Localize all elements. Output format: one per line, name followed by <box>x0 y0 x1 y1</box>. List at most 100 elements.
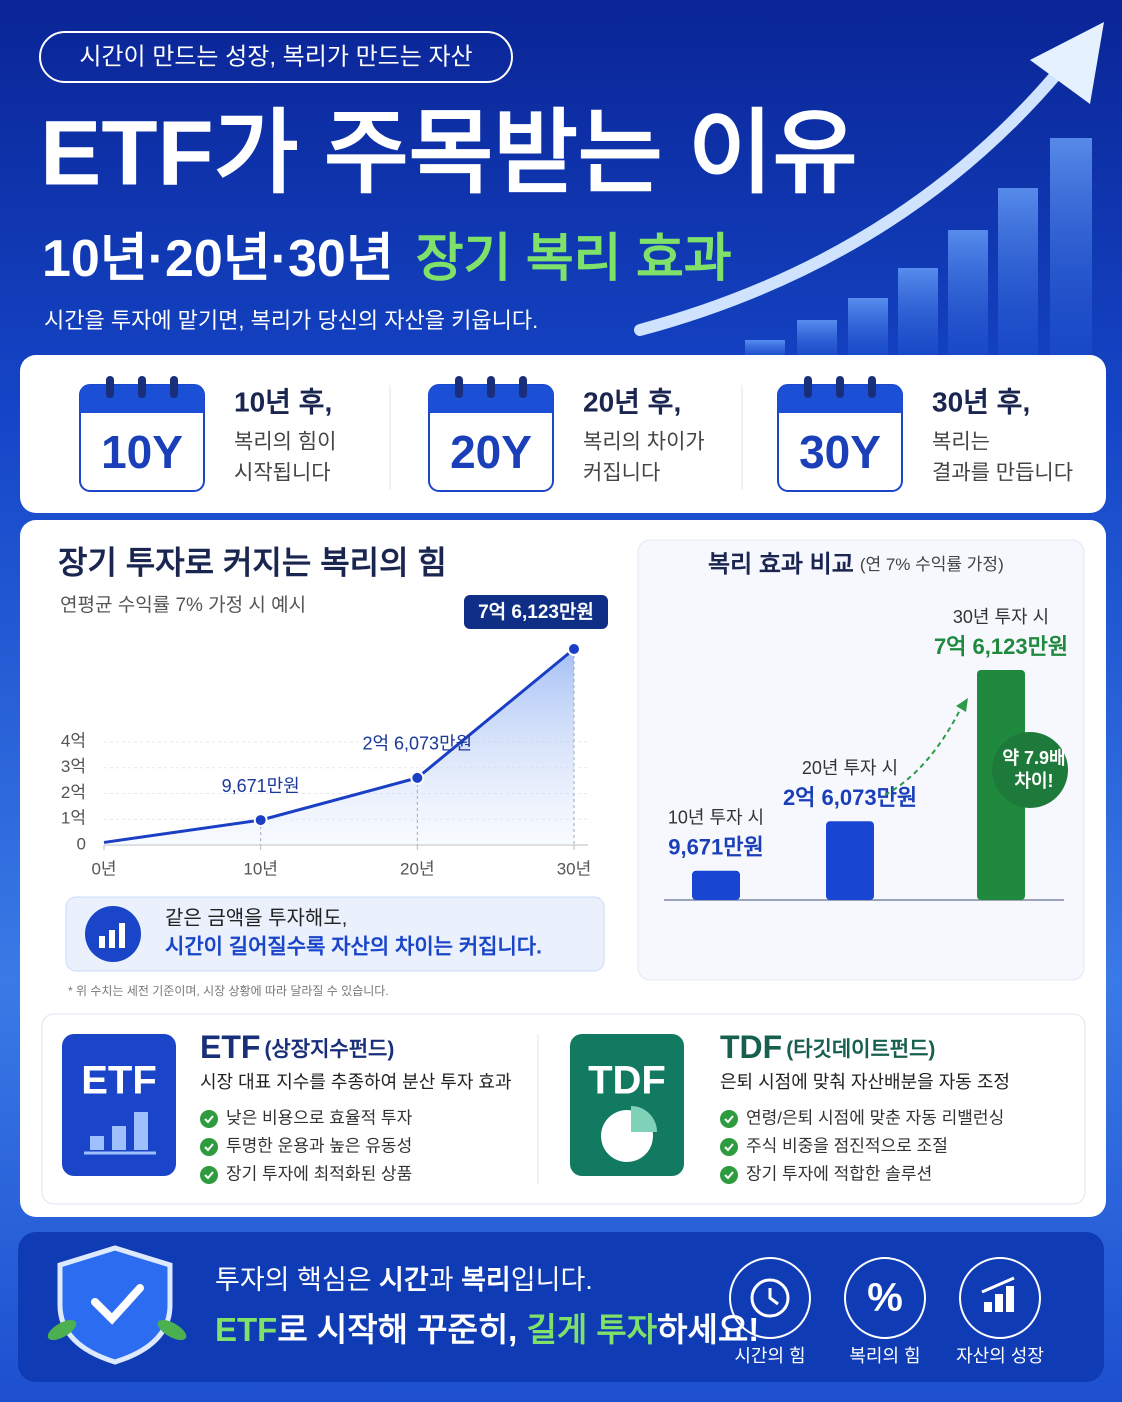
bar <box>826 821 874 900</box>
annotation: 약 7.9배 <box>1002 747 1065 768</box>
icon-bar <box>90 1136 104 1150</box>
compare-panel <box>637 539 1085 981</box>
check-icon <box>720 1166 738 1184</box>
y-tick-label: 1억 <box>61 809 86 828</box>
clock-hands <box>768 1288 779 1306</box>
shield <box>57 1245 173 1365</box>
point <box>253 813 268 828</box>
check-mark <box>204 1115 214 1124</box>
product-description: 시장 대표 지수를 추종하여 분산 투자 효과 <box>200 1072 512 1092</box>
icon-bar <box>134 1112 148 1150</box>
arrow-head <box>1030 22 1104 104</box>
y-tick-label: 2억 <box>61 783 86 802</box>
note-icon-bars <box>99 923 125 948</box>
footer-segment: 투자의 핵심은 <box>215 1265 379 1295</box>
milestone-text: 복리의 차이가 <box>583 431 705 454</box>
chart-title: 장기 투자로 커지는 복리의 힘 <box>58 544 447 580</box>
bar <box>692 870 740 900</box>
trend-arrow <box>884 705 963 796</box>
milestone-text: 커집니다 <box>583 462 660 485</box>
product-name-main: ETF <box>200 1029 260 1065</box>
footer-segment: 시간 <box>379 1265 429 1295</box>
note-line: 같은 금액을 투자해도, <box>165 906 347 929</box>
pillar-icon <box>959 1257 1041 1339</box>
pillar-label: 시간의 힘 <box>734 1346 805 1366</box>
pillar-icon <box>729 1257 811 1339</box>
calendar-label: 20Y <box>450 426 532 478</box>
milestone-title: 20년 후, <box>583 386 681 417</box>
badge <box>39 31 513 83</box>
y-tick-label: 4억 <box>61 731 86 750</box>
pillar-label: 복리의 힘 <box>849 1346 920 1366</box>
shield-check <box>91 1284 144 1325</box>
subtitle-highlight: 장기 복리 효과 <box>416 230 732 288</box>
chart-subtitle: 연평균 수익률 7% 가정 시 예시 <box>60 594 306 616</box>
value-label-box <box>464 594 608 629</box>
value-label: 2억 6,073만원 <box>362 734 472 754</box>
value-label: 7억 6,123만원 <box>478 601 594 623</box>
y-tick-label: 0 <box>77 834 86 853</box>
product-feature: 주식 비중을 점진적으로 조절 <box>746 1136 948 1155</box>
product-icon <box>570 1034 684 1176</box>
footer-segment: 복리 <box>461 1265 511 1295</box>
calendar-ring <box>836 376 844 398</box>
product-feature: 장기 투자에 적합한 솔루션 <box>746 1164 932 1183</box>
decoration <box>745 138 1092 360</box>
product-description: 은퇴 시점에 맞춰 자산배분을 자동 조정 <box>720 1072 1010 1092</box>
check-mark <box>204 1143 214 1152</box>
pillar-icon <box>844 1257 926 1339</box>
bar-category: 30년 투자 시 <box>953 607 1049 627</box>
calendar-ring <box>455 376 463 398</box>
bar-value-label: 7억 6,123만원 <box>934 634 1068 659</box>
footer-segment: 입니다. <box>511 1265 593 1295</box>
check-icon <box>200 1138 218 1156</box>
product-icon-label: ETF <box>81 1059 157 1103</box>
x-tick-label: 0년 <box>91 859 116 878</box>
milestone-title: 10년 후, <box>234 386 332 417</box>
chart-title-main: 복리 효과 비교 <box>708 551 854 578</box>
icon-pie-slice <box>631 1106 657 1132</box>
milestone-title: 30년 후, <box>932 386 1030 417</box>
point <box>410 770 425 785</box>
bar-value-label: 2억 6,073만원 <box>783 785 917 810</box>
main-title: ETF가 주목받는 이유 <box>40 102 857 204</box>
check-mark <box>204 1171 214 1180</box>
product-icon-label: TDF <box>588 1059 666 1103</box>
footer-line: 투자의 핵심은 시간과 복리입니다. <box>215 1265 593 1295</box>
product-feature: 투명한 운용과 높은 유동성 <box>226 1136 412 1155</box>
x-tick-label: 10년 <box>243 859 278 878</box>
check-mark <box>724 1143 734 1152</box>
chart-title: 복리 효과 비교 (연 7% 수익률 가정) <box>708 551 1004 578</box>
check-icon <box>720 1138 738 1156</box>
pillar-bar <box>1006 1286 1014 1312</box>
trend-arrow-head <box>956 698 968 712</box>
annotation-badge <box>992 732 1068 808</box>
calendar-label: 30Y <box>799 426 881 478</box>
value-label: 9,671만원 <box>222 776 300 796</box>
calendar-ring <box>804 376 812 398</box>
product-name-main: TDF <box>720 1029 782 1065</box>
bar-value-label: 9,671만원 <box>668 835 764 860</box>
product-name: TDF (타깃데이트펀드) <box>720 1029 935 1065</box>
check-icon <box>200 1166 218 1184</box>
check-icon <box>720 1110 738 1128</box>
product-feature: 낮은 비용으로 효율적 투자 <box>226 1108 413 1127</box>
footer-segment: 하세요! <box>657 1311 759 1348</box>
milestone-text: 결과를 만듭니다 <box>932 462 1073 485</box>
pillar-symbol: % <box>867 1276 903 1320</box>
disclaimer: * 위 수치는 세전 기준이며, 시장 상황에 따라 달라질 수 있습니다. <box>68 984 389 998</box>
product-name-note: (상장지수펀드) <box>264 1038 394 1061</box>
bar-category: 20년 투자 시 <box>802 758 898 778</box>
x-tick-label: 30년 <box>557 859 592 878</box>
badge-text: 시간이 만드는 성장, 복리가 만드는 자산 <box>79 43 472 70</box>
subtitle-lead: 10년·20년·30년 <box>42 230 394 288</box>
product-name: ETF (상장지수펀드) <box>200 1029 394 1065</box>
leaf <box>47 1319 77 1341</box>
calendar-ring <box>487 376 495 398</box>
product-name-note: (타깃데이트펀드) <box>786 1038 935 1061</box>
description: 시간을 투자에 맡기면, 복리가 당신의 자산을 키웁니다. <box>44 308 538 333</box>
milestone-text: 시작됩니다 <box>234 462 331 485</box>
calendar-ring <box>106 376 114 398</box>
calendar-label: 10Y <box>101 426 183 478</box>
